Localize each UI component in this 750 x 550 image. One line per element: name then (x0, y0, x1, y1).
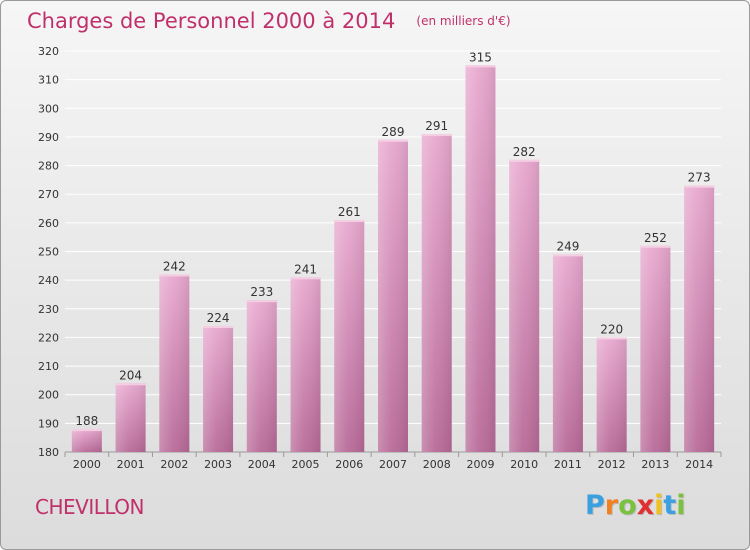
bar-shine (290, 277, 321, 452)
data-label: 282 (513, 145, 536, 159)
y-tick-label: 310 (38, 74, 59, 87)
logo-letter: x (636, 490, 655, 521)
data-label: 252 (644, 231, 667, 245)
data-label: 224 (207, 311, 230, 325)
data-label: 291 (425, 119, 448, 133)
y-tick-label: 180 (38, 446, 59, 459)
logo-letter: i (676, 490, 686, 521)
chart-subtitle: (en milliers d'€) (416, 14, 511, 28)
x-tick-label: 2012 (598, 458, 626, 471)
y-tick-label: 230 (38, 303, 59, 316)
commune-name: CHEVILLON (35, 495, 145, 519)
data-label: 242 (163, 259, 186, 273)
x-tick-label: 2000 (73, 458, 101, 471)
data-label: 249 (556, 239, 579, 253)
logo-letter: o (618, 490, 637, 521)
x-tick-label: 2013 (641, 458, 669, 471)
x-tick-label: 2009 (466, 458, 494, 471)
data-label: 261 (338, 205, 361, 219)
x-tick-label: 2010 (510, 458, 538, 471)
bar-top-edge (640, 245, 671, 248)
data-label: 273 (688, 171, 711, 185)
logo-letter: i (654, 490, 664, 521)
y-tick-label: 210 (38, 360, 59, 373)
bar-top-edge (378, 139, 408, 142)
bar-top-edge (509, 159, 540, 162)
y-tick-label: 200 (38, 389, 59, 402)
bar-top-edge (246, 300, 277, 303)
x-tick-label: 2001 (117, 458, 145, 471)
x-tick-label: 2007 (379, 458, 407, 471)
x-tick-label: 2008 (423, 458, 451, 471)
y-tick-label: 240 (38, 274, 59, 287)
x-tick-label: 2011 (554, 458, 582, 471)
bar-shine (115, 383, 146, 452)
data-label: 220 (600, 322, 623, 336)
y-tick-label: 280 (38, 160, 59, 173)
logo-letter: t (663, 490, 677, 521)
logo-letter: r (604, 490, 619, 521)
bar-top-edge (421, 134, 452, 137)
data-label: 289 (382, 125, 405, 139)
y-tick-label: 270 (38, 188, 59, 201)
data-label: 233 (250, 285, 273, 299)
bar-top-edge (71, 429, 102, 432)
bar-top-edge (203, 325, 234, 328)
title-row: Charges de Personnel 2000 à 2014 (en mil… (27, 9, 511, 33)
y-tick-label: 250 (38, 246, 59, 259)
bar-shine (596, 337, 627, 452)
x-tick-label: 2003 (204, 458, 232, 471)
bar-top-edge (334, 219, 365, 222)
y-tick-label: 260 (38, 217, 59, 230)
bar-shine (71, 429, 102, 452)
bar-shine (684, 185, 715, 452)
bar-shine (640, 245, 671, 452)
x-tick-label: 2004 (248, 458, 276, 471)
bar-top-edge (596, 337, 627, 340)
chart-title: Charges de Personnel 2000 à 2014 (27, 9, 396, 33)
bar-top-edge (115, 383, 146, 386)
y-tick-label: 290 (38, 131, 59, 144)
bar-layer (71, 65, 715, 453)
x-tick-label: 2014 (685, 458, 713, 471)
bar-top-edge (552, 254, 583, 257)
y-tick-label: 220 (38, 331, 59, 344)
proxiti-logo: Proxiti (585, 490, 686, 521)
x-tick-label: 2002 (160, 458, 188, 471)
data-label: 241 (294, 262, 317, 276)
y-tick-label: 190 (38, 417, 59, 430)
y-tick-label: 300 (38, 102, 59, 115)
bar-shine (246, 300, 277, 452)
bar-shine (378, 139, 408, 453)
data-label: 188 (75, 414, 98, 428)
x-tick-label: 2005 (292, 458, 320, 471)
label-layer: 188 204 242 224 233 241 261 289 291 315 282 249 220 2… (75, 50, 710, 428)
data-label: 315 (469, 50, 492, 64)
bar-top-edge (159, 274, 190, 277)
bar-top-edge (290, 277, 321, 280)
bar-top-edge (684, 185, 715, 188)
bar-shine (509, 159, 540, 453)
bar-shine (334, 219, 365, 452)
bar-shine (203, 325, 234, 452)
bar-shine (552, 254, 583, 452)
bar-shine (465, 65, 496, 453)
data-label: 204 (119, 368, 142, 382)
logo-letter: P (585, 490, 605, 521)
y-tick-label: 320 (38, 45, 59, 58)
bar-shine (159, 274, 190, 452)
bar-shine (421, 134, 452, 453)
x-tick-label: 2006 (335, 458, 363, 471)
bar-top-edge (465, 65, 496, 68)
